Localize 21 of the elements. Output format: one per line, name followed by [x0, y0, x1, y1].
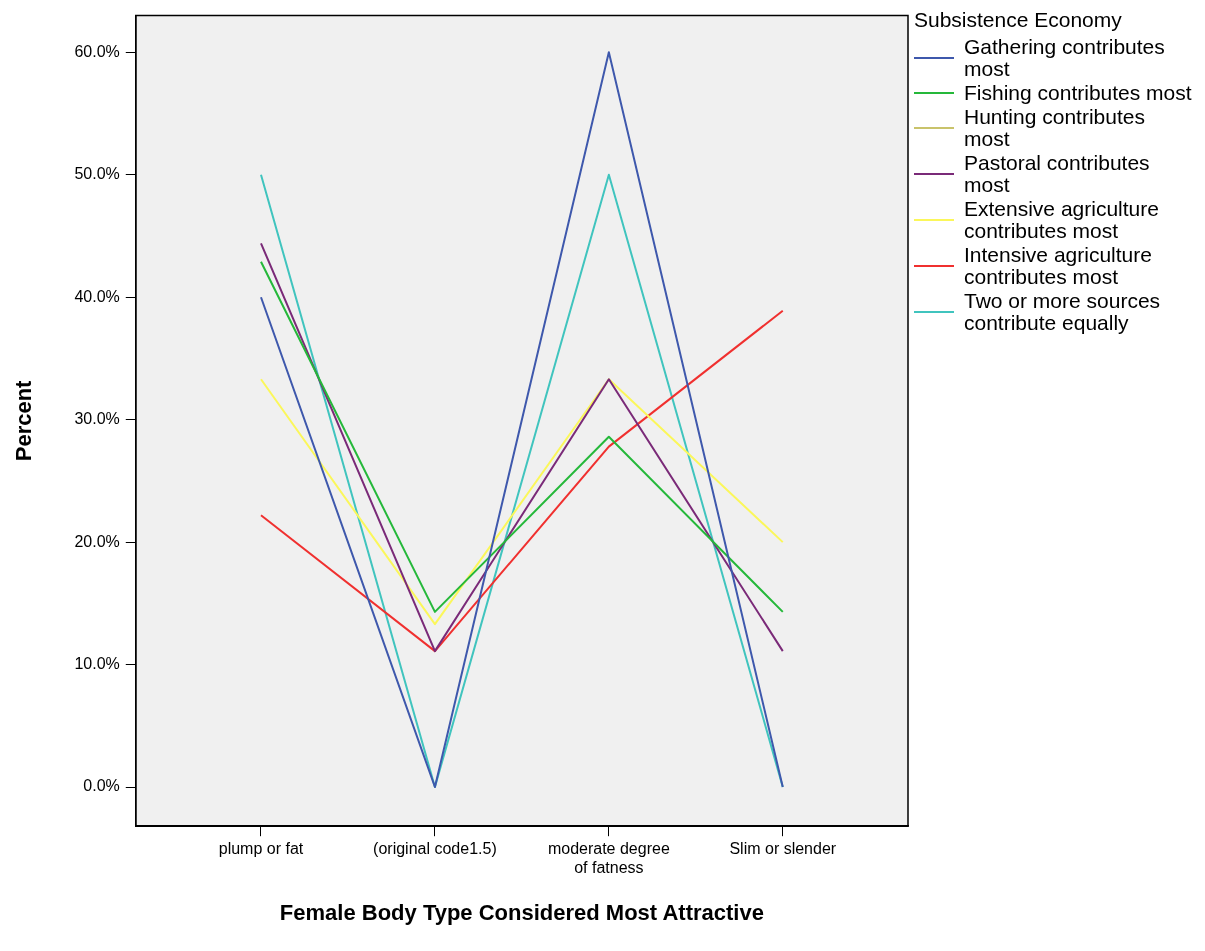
y-tick-label: 10.0% — [74, 654, 120, 672]
y-tick-label: 0.0% — [83, 777, 120, 795]
y-tick-label: 60.0% — [74, 42, 120, 60]
legend-label: Pastoral contributes most — [964, 151, 1151, 196]
legend-label: Extensive agriculture contributes most — [964, 197, 1160, 242]
legend-label: Intensive agriculture contributes most — [964, 243, 1153, 288]
legend-label: Hunting contributes most — [964, 105, 1146, 150]
x-tick-label: Slim or slender — [729, 840, 837, 858]
y-tick-label: 40.0% — [74, 287, 120, 305]
legend-label: Fishing contributes most — [964, 81, 1193, 104]
x-axis-title: Female Body Type Considered Most Attractive — [279, 899, 764, 925]
legend-label: Gathering contributes most — [964, 35, 1166, 80]
x-tick-label: plump or fat — [218, 840, 304, 858]
y-tick-label: 50.0% — [74, 165, 120, 183]
x-tick-label: moderate degree of fatness — [547, 840, 670, 877]
y-axis-title: Percent — [11, 379, 37, 462]
y-tick-label: 30.0% — [74, 410, 120, 428]
x-tick-label: (original code1.5) — [373, 840, 497, 858]
legend-title: Subsistence Economy — [914, 8, 1123, 32]
legend-label: Two or more sources contribute equally — [964, 289, 1162, 334]
y-tick-label: 20.0% — [74, 532, 120, 550]
